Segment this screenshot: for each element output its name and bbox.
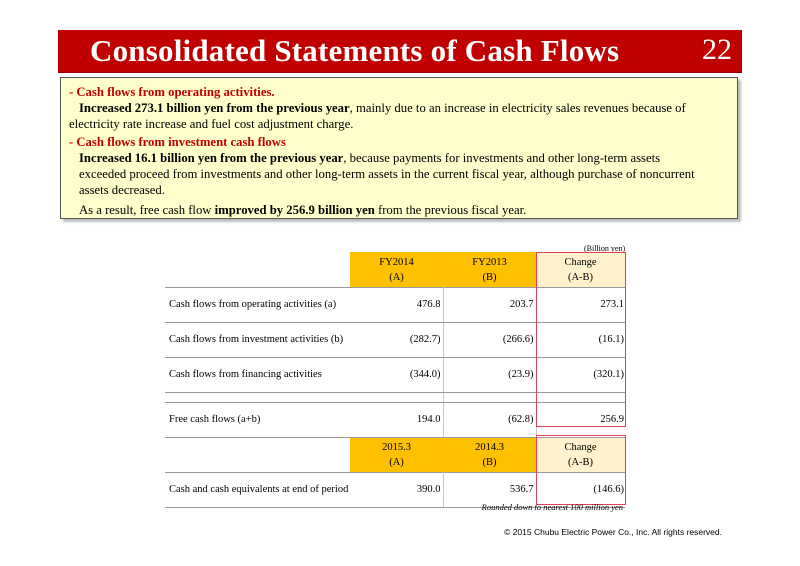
row-value-a: (282.7) [350,322,444,358]
unit-label: (Billion yen) [584,244,626,253]
row-label: Free cash flows (a+b) [165,402,350,438]
row-label: Cash flows from financing activities [165,357,350,393]
row-value-change: (320.1) [536,357,625,393]
row-value-b: (23.9) [443,357,537,393]
header-blank [165,437,350,472]
header-2015-3-date: 2015.3 [382,442,411,453]
header-change-2-title: Change [564,442,597,453]
row-value-b: 536.7 [443,471,537,508]
row-value-change: 256.9 [536,402,625,438]
investment-highlight: Increased 16.1 billion yen from the prev… [79,151,344,165]
title-bar: Consolidated Statements of Cash Flows 22 [58,30,742,73]
header-blank [165,252,350,287]
summary-box: - Cash flows from operating activities. … [60,77,738,219]
table-row: Cash flows from financing activities (34… [165,357,625,393]
row-value-change: 273.1 [536,286,625,323]
header-fy2014-year: FY2014 [379,256,414,268]
rounding-note: Rounded down to nearest 100 million yen [481,502,623,512]
header-fy2013-year: FY2013 [472,256,507,268]
row-label: Cash flows from operating activities (a) [165,286,350,323]
table-header-2: 2015.3 (A) 2014.3 (B) Change (A-B) [165,437,625,472]
row-value-change: (16.1) [536,322,625,358]
operating-highlight: Increased 273.1 billion yen from the pre… [79,101,350,115]
operating-text-1: , mainly due to an increase in electrici… [349,101,686,115]
table-row: Cash flows from investment activities (b… [165,322,625,358]
table-row: Cash flows from operating activities (a)… [165,286,625,323]
table-spacer [165,392,625,403]
header-change-2-tag: (A-B) [567,457,594,468]
operating-heading: - Cash flows from operating activities. [69,85,275,99]
row-value-change: (146.6) [536,471,625,508]
header-fy2013-tag: (B) [482,271,497,283]
result-post: from the previous fiscal year. [374,203,527,217]
table-row: Free cash flows (a+b) 194.0 (62.8) 256.9 [165,402,625,438]
cash-flow-table: FY2014 (A) FY2013 (B) Change (A-B) Cash … [165,252,625,508]
header-2014-3-date: 2014.3 [475,442,504,453]
row-value-a: (344.0) [350,357,444,393]
operating-text: Increased 273.1 billion yen from the pre… [69,100,729,116]
header-change-title: Change [564,256,597,268]
header-fy2014-tag: (A) [389,271,404,283]
header-2014-3: 2014.3 (B) [443,437,536,472]
table-header-1: FY2014 (A) FY2013 (B) Change (A-B) [165,252,625,287]
result-highlight: improved by 256.9 billion yen [214,203,375,217]
investment-text-3: assets decreased. [79,183,165,197]
investment-text-1: , because payments for investments and o… [343,151,661,165]
header-fy2014: FY2014 (A) [350,252,443,287]
row-value-b: 203.7 [443,286,537,323]
header-change: Change (A-B) [536,252,625,287]
row-value-a: 476.8 [350,286,444,323]
row-value-b: (266.6) [443,322,537,358]
page-title: Consolidated Statements of Cash Flows [90,33,620,68]
investment-text: Increased 16.1 billion yen from the prev… [69,150,729,166]
copyright: © 2015 Chubu Electric Power Co., Inc. Al… [504,527,722,537]
result-text: As a result, free cash flow improved by … [69,202,729,218]
page-number: 22 [702,33,732,66]
operating-text-2: electricity rate increase and fuel cost … [69,117,354,131]
header-2014-3-tag: (B) [482,457,497,468]
row-value-b: (62.8) [443,402,537,438]
row-value-a: 194.0 [350,402,444,438]
row-value-a: 390.0 [350,471,444,508]
table-row: Cash and cash equivalents at end of peri… [165,471,625,508]
row-label: Cash and cash equivalents at end of peri… [165,471,350,508]
header-fy2013: FY2013 (B) [443,252,536,287]
row-label: Cash flows from investment activities (b… [165,322,350,358]
header-change-2: Change (A-B) [536,437,625,472]
header-2015-3: 2015.3 (A) [350,437,443,472]
result-pre: As a result, free cash flow [79,203,215,217]
header-change-tag: (A-B) [567,271,594,283]
header-2015-3-tag: (A) [389,457,404,468]
investment-text-2: exceeded proceed from investments and ot… [79,167,695,181]
investment-heading: - Cash flows from investment cash flows [69,135,286,149]
